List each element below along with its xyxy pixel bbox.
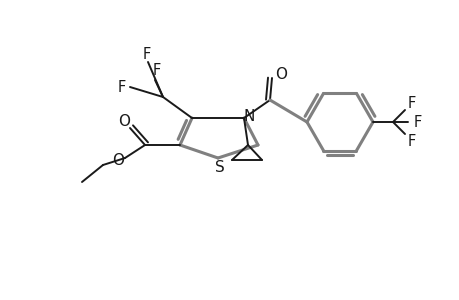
Text: N: N bbox=[243, 109, 254, 124]
Text: F: F bbox=[143, 46, 151, 62]
Text: F: F bbox=[118, 80, 126, 94]
Text: F: F bbox=[413, 115, 421, 130]
Text: F: F bbox=[407, 95, 415, 110]
Text: F: F bbox=[152, 62, 161, 77]
Text: F: F bbox=[407, 134, 415, 148]
Text: O: O bbox=[112, 152, 124, 167]
Text: O: O bbox=[274, 67, 286, 82]
Text: O: O bbox=[118, 113, 130, 128]
Text: S: S bbox=[215, 160, 224, 175]
